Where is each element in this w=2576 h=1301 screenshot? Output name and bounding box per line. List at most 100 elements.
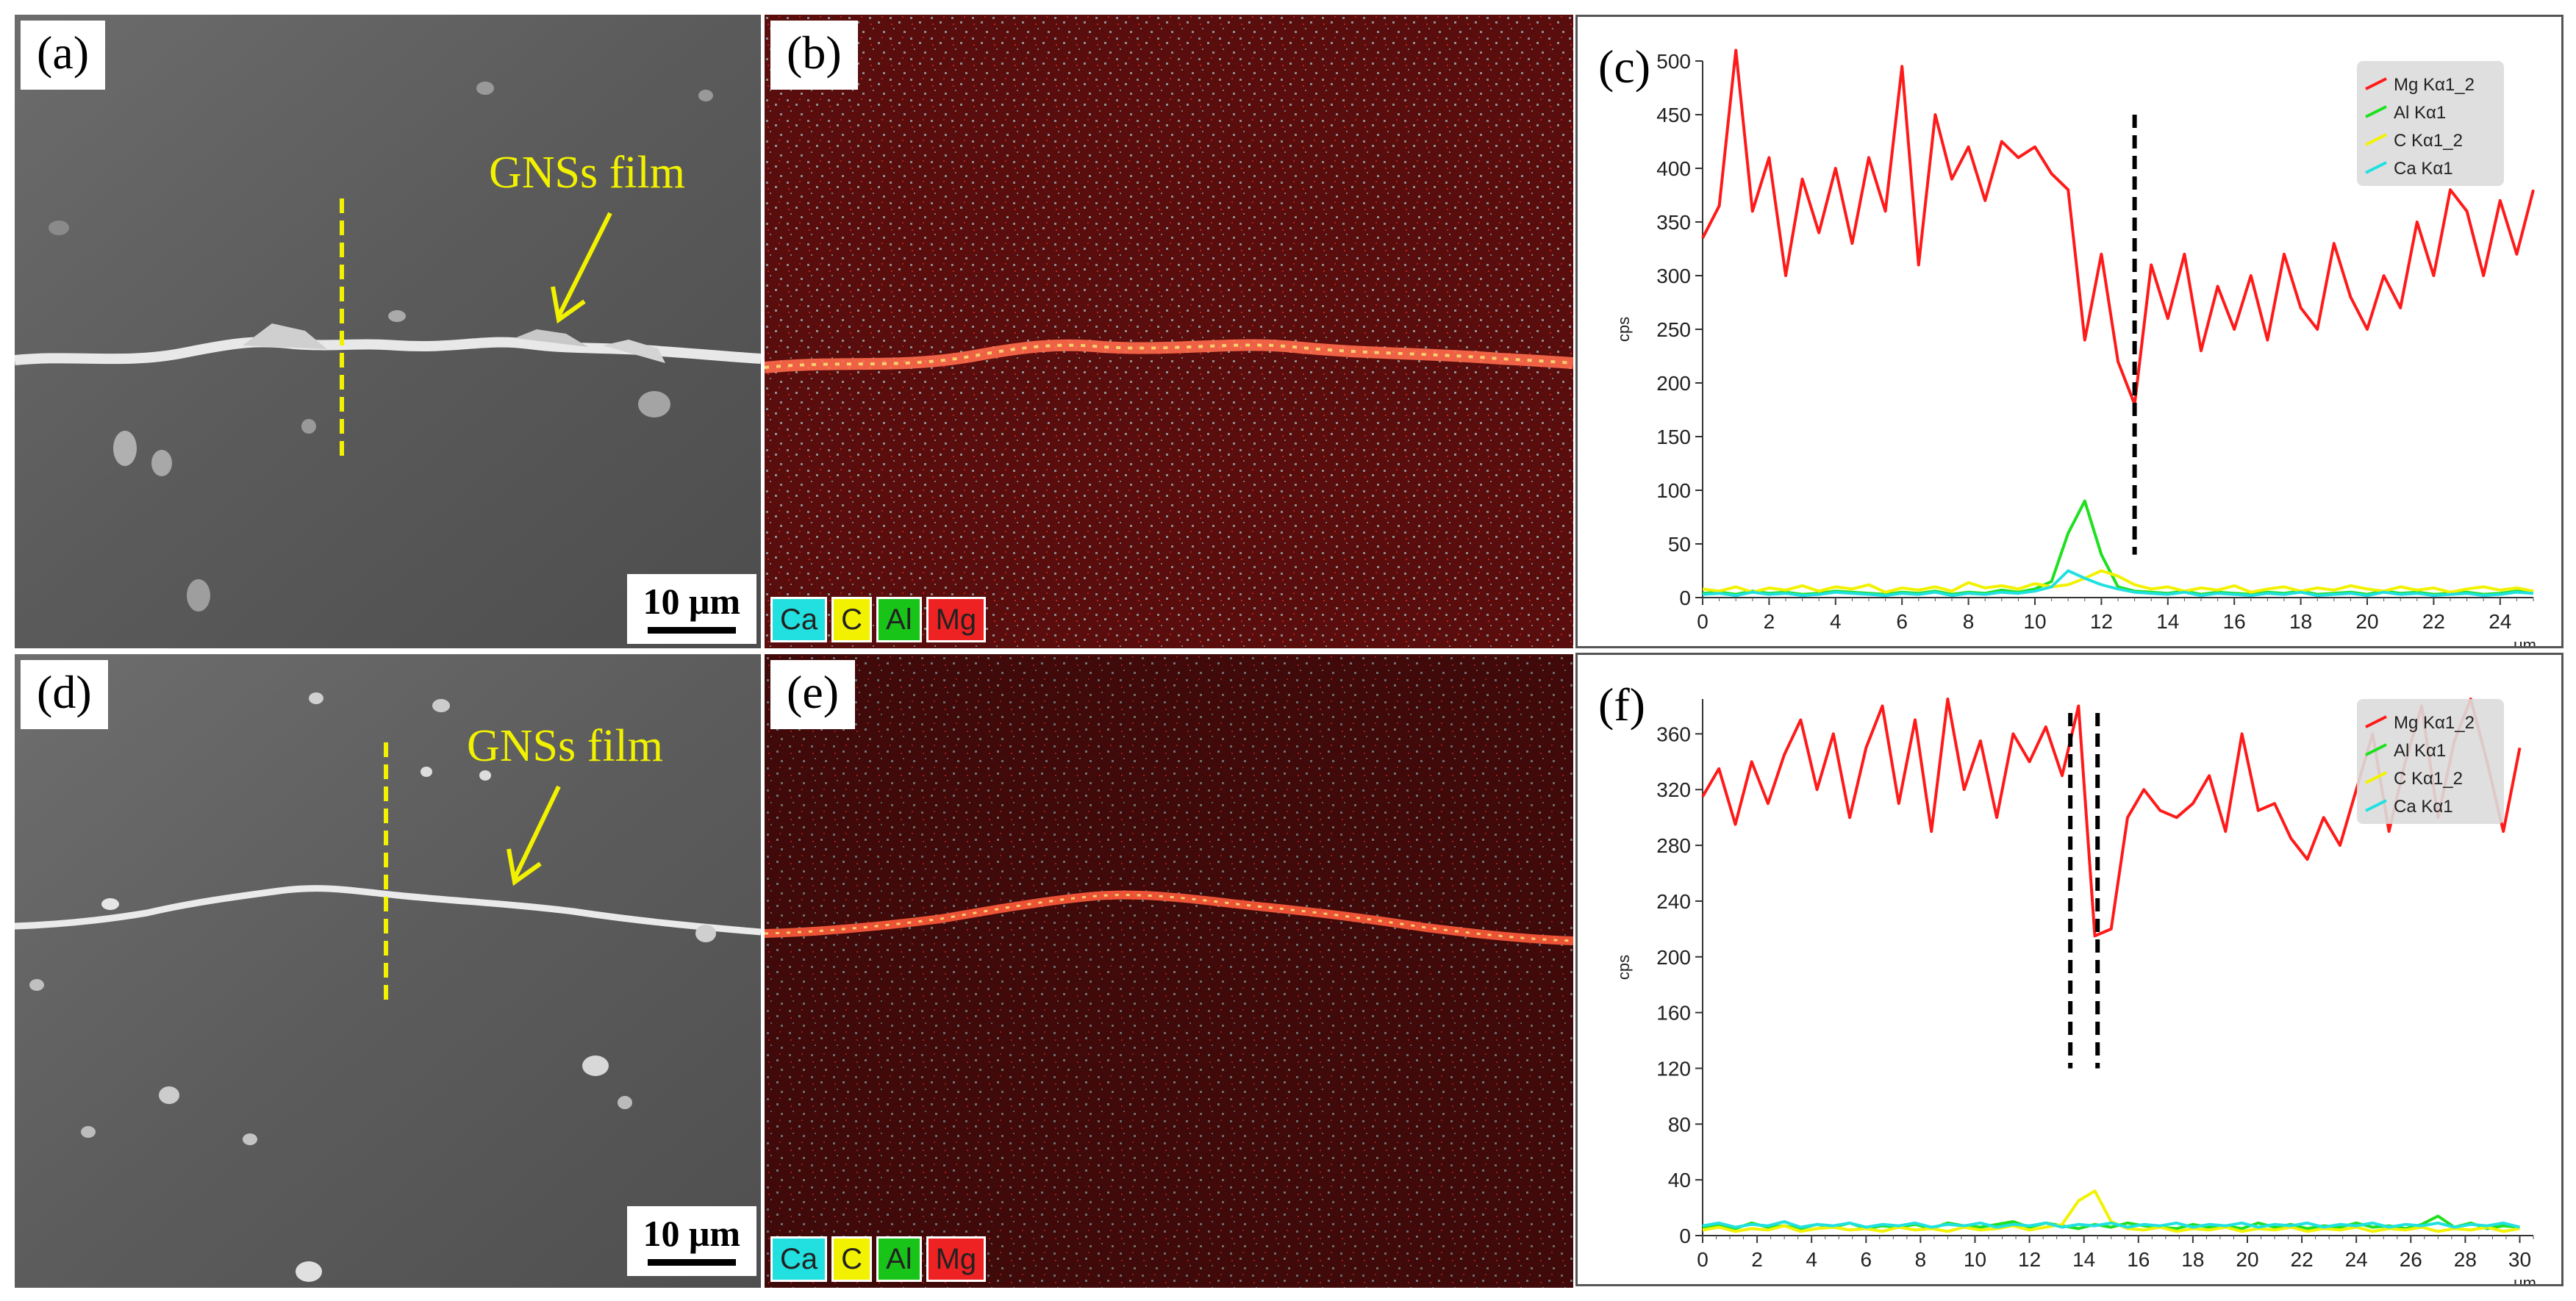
eds-legend-ca: Ca (770, 597, 828, 642)
y-tick-label: 50 (1668, 533, 1691, 556)
panel-label-a: (a) (21, 21, 106, 90)
x-tick-label: 10 (2023, 610, 2046, 633)
y-tick-label: 80 (1668, 1113, 1691, 1136)
panel-label-d: (d) (21, 660, 108, 729)
panel-label-f: (f) (1592, 677, 1651, 733)
scale-bar-line (647, 1259, 736, 1266)
legend-entry: C Kα1_2 (2394, 769, 2463, 789)
eds-legend-al: Al (876, 1236, 922, 1282)
legend-swatch (2365, 743, 2387, 756)
legend-swatch (2365, 161, 2387, 174)
x-tick-label: 18 (2289, 610, 2312, 633)
eds-legend-e: Ca C Al Mg (770, 1236, 990, 1282)
x-tick-label: 26 (2400, 1248, 2422, 1271)
x-tick-label: 12 (2018, 1248, 2041, 1271)
x-tick-label: 16 (2223, 610, 2246, 633)
yellow-arrow-icon (507, 785, 561, 886)
y-tick-label: 240 (1656, 890, 1691, 913)
x-tick-label: 6 (1896, 610, 1908, 633)
x-tick-label: 20 (2236, 1248, 2258, 1271)
legend-swatch (2365, 799, 2387, 812)
y-tick-label: 350 (1656, 211, 1691, 234)
panel-d-sem-image: (d) GNSs film 10 μm (15, 654, 761, 1288)
legend-swatch (2365, 77, 2387, 90)
y-tick-label: 100 (1656, 479, 1691, 502)
x-tick-label: 12 (2090, 610, 2113, 633)
legend-entry: Mg Kα1_2 (2394, 713, 2475, 733)
eds-legend-ca: Ca (770, 1236, 828, 1282)
x-axis-label: μm (2514, 636, 2536, 646)
y-tick-label: 0 (1679, 1225, 1691, 1247)
x-tick-label: 8 (1915, 1248, 1927, 1271)
panel-e-eds-map: (e) Ca C Al Mg (765, 654, 1573, 1288)
x-tick-label: 14 (2072, 1248, 2095, 1271)
y-tick-label: 300 (1656, 265, 1691, 287)
x-tick-label: 4 (1806, 1248, 1817, 1271)
y-tick-label: 120 (1656, 1057, 1691, 1080)
series-line-al (1702, 499, 2534, 596)
legend-swatch (2365, 771, 2387, 784)
eds-legend-mg: Mg (926, 597, 987, 642)
chart-legend: Mg Kα1_2 Al Kα1 C Kα1_2 Ca Kα1 (2357, 699, 2504, 824)
eds-legend-c: C (831, 1236, 873, 1282)
y-tick-label: 500 (1656, 50, 1691, 73)
scale-bar-line (647, 627, 736, 634)
y-tick-label: 40 (1668, 1169, 1691, 1191)
panel-label-b: (b) (770, 21, 858, 90)
x-tick-label: 24 (2345, 1248, 2368, 1271)
x-tick-label: 6 (1861, 1248, 1872, 1271)
panel-c-line-scan-chart: 0 50 100 150 200 250 300 350 400 450 500 0 2 4 6 8 10 12 1… (1575, 15, 2564, 648)
y-tick-label: 280 (1656, 834, 1691, 857)
eds-legend-c: C (831, 597, 873, 642)
x-tick-label: 0 (1697, 1248, 1709, 1271)
yellow-dashed-line-d (384, 742, 388, 1007)
gns-film-annotation-d: GNSs film (467, 721, 663, 771)
scale-bar-label: 10 μm (643, 581, 741, 622)
legend-swatch (2365, 715, 2387, 728)
series-line-ca (1702, 569, 2534, 598)
y-axis-label: cps (1614, 955, 1633, 980)
yellow-arrow-icon (551, 212, 612, 324)
y-tick-label: 320 (1656, 778, 1691, 801)
legend-box (2357, 699, 2504, 824)
x-tick-label: 0 (1697, 610, 1709, 633)
legend-swatch (2365, 133, 2387, 146)
x-tick-label: 24 (2489, 610, 2511, 633)
scale-bar-a: 10 μm (626, 574, 756, 644)
y-tick-label: 160 (1656, 1002, 1691, 1025)
x-tick-label: 20 (2355, 610, 2378, 633)
y-tick-label: 450 (1656, 104, 1691, 126)
eds-legend-mg: Mg (926, 1236, 987, 1282)
y-axis-label: cps (1614, 317, 1633, 342)
gns-film-annotation-a: GNSs film (489, 148, 685, 198)
scale-bar-d: 10 μm (626, 1206, 756, 1276)
x-tick-label: 16 (2127, 1248, 2150, 1271)
series-line-c (1702, 569, 2534, 594)
legend-swatch (2365, 105, 2387, 118)
x-tick-label: 10 (1964, 1248, 1986, 1271)
panel-f-line-scan-chart: 0 40 80 120 160 200 240 280 320 360 0 2 4 6 8 10 12 14 16 1… (1575, 653, 2564, 1286)
eds-legend-al: Al (876, 597, 922, 642)
legend-entry: C Kα1_2 (2394, 131, 2463, 151)
legend-entry: Mg Kα1_2 (2394, 75, 2475, 95)
panel-a-sem-image: (a) GNSs film 10 μm (15, 15, 761, 648)
x-tick-label: 2 (1751, 1248, 1763, 1271)
eds-map-texture-b (765, 15, 1573, 648)
eds-legend-b: Ca C Al Mg (770, 597, 990, 642)
x-tick-label: 4 (1830, 610, 1842, 633)
legend-entry: Ca Kα1 (2394, 159, 2453, 179)
x-axis-label: μm (2514, 1274, 2536, 1284)
x-tick-label: 30 (2508, 1248, 2531, 1271)
legend-box (2357, 61, 2504, 186)
y-tick-label: 0 (1679, 587, 1691, 609)
sem-texture-a (15, 15, 761, 648)
y-tick-label: 360 (1656, 723, 1691, 745)
legend-entry: Ca Kα1 (2394, 797, 2453, 817)
y-tick-label: 150 (1656, 426, 1691, 448)
y-tick-label: 250 (1656, 318, 1691, 341)
scale-bar-label: 10 μm (643, 1213, 741, 1254)
x-tick-label: 8 (1963, 610, 1975, 633)
gns-film-line (15, 885, 761, 936)
